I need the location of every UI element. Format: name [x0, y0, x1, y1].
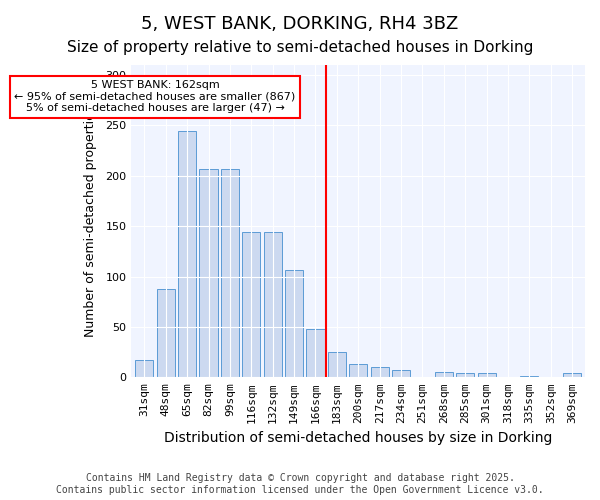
Bar: [456, 374, 474, 378]
X-axis label: Distribution of semi-detached houses by size in Dorking: Distribution of semi-detached houses by …: [164, 431, 553, 445]
Bar: [285, 270, 303, 378]
Bar: [135, 360, 154, 378]
Bar: [157, 288, 175, 378]
Bar: [263, 232, 282, 378]
Bar: [349, 364, 367, 378]
Bar: [478, 374, 496, 378]
Bar: [242, 232, 260, 378]
Bar: [328, 352, 346, 378]
Bar: [178, 132, 196, 378]
Bar: [520, 376, 538, 378]
Text: 5, WEST BANK, DORKING, RH4 3BZ: 5, WEST BANK, DORKING, RH4 3BZ: [142, 15, 458, 33]
Bar: [307, 329, 325, 378]
Text: Size of property relative to semi-detached houses in Dorking: Size of property relative to semi-detach…: [67, 40, 533, 55]
Bar: [392, 370, 410, 378]
Bar: [563, 374, 581, 378]
Text: 5 WEST BANK: 162sqm
← 95% of semi-detached houses are smaller (867)
5% of semi-d: 5 WEST BANK: 162sqm ← 95% of semi-detach…: [14, 80, 296, 114]
Bar: [199, 169, 218, 378]
Bar: [371, 367, 389, 378]
Y-axis label: Number of semi-detached properties: Number of semi-detached properties: [84, 106, 97, 337]
Bar: [221, 169, 239, 378]
Bar: [435, 372, 453, 378]
Text: Contains HM Land Registry data © Crown copyright and database right 2025.
Contai: Contains HM Land Registry data © Crown c…: [56, 474, 544, 495]
